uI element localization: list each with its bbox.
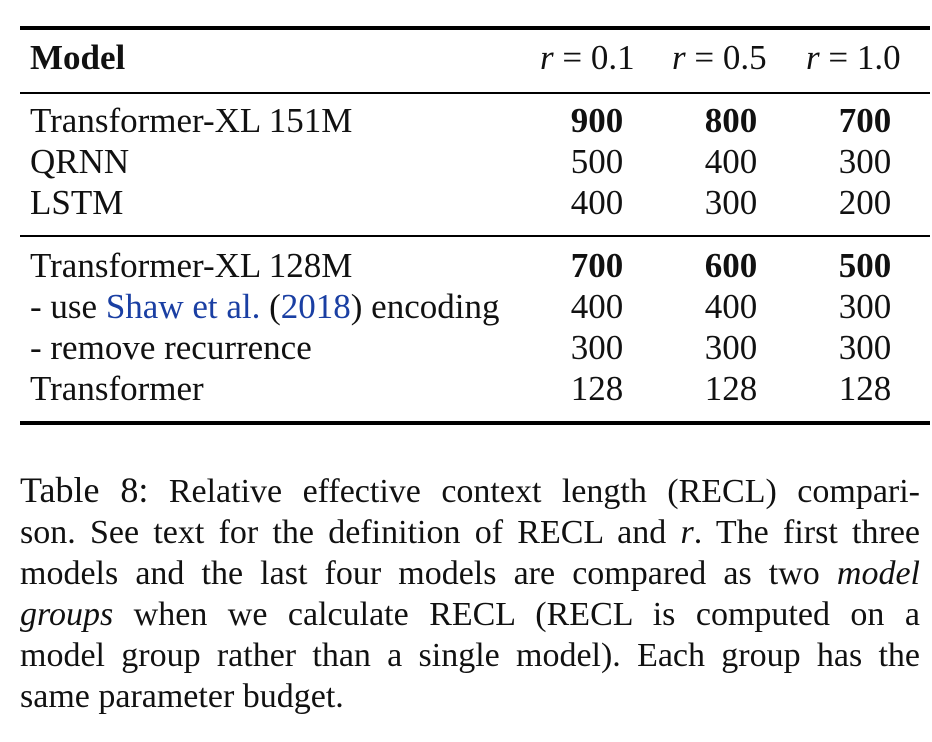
cell-value: 700	[570, 246, 624, 285]
caption-line: son. See text for the definition of RECL…	[20, 512, 920, 553]
model-paren: (	[260, 287, 281, 326]
cell-value: 128	[570, 369, 624, 408]
cell-value: 700	[838, 101, 892, 140]
table-caption: Table 8: Relative effective context leng…	[20, 470, 920, 717]
cell-value: 300	[570, 328, 624, 367]
row-model-name: Transformer	[30, 369, 204, 408]
cell-value: 300	[838, 142, 892, 181]
row-model-name: - remove recurrence	[30, 328, 312, 367]
caption-text: same parameter budget.	[20, 678, 344, 715]
cell-value: 300	[704, 328, 758, 367]
group-separator-rule	[20, 235, 930, 237]
cell-value: 128	[838, 369, 892, 408]
model-prefix: - use	[30, 287, 106, 326]
model-suffix: ) encoding	[350, 287, 500, 326]
caption-text: model group rather than a single model).…	[20, 637, 920, 674]
column-header-r-0.5: r = 0.5	[672, 38, 767, 78]
citation-link[interactable]: Shaw et al.	[105, 287, 261, 326]
caption-text: . The first three	[693, 514, 920, 551]
table-top-rule	[20, 26, 930, 30]
caption-text: son. See text for the definition of RECL…	[20, 514, 681, 551]
cell-value: 500	[838, 246, 892, 285]
cell-value: 200	[838, 183, 892, 222]
r-variable: r	[672, 38, 686, 77]
header-rule	[20, 92, 930, 94]
caption-line: model group rather than a single model).…	[20, 635, 920, 676]
column-header-r-0.1: r = 0.1	[540, 38, 635, 78]
caption-line: same parameter budget.	[20, 676, 920, 717]
caption-line: Table 8: Relative effective context leng…	[20, 470, 920, 512]
caption-text: when we calculate RECL (RECL is computed…	[113, 596, 920, 633]
cell-value: 400	[570, 183, 624, 222]
cell-value: 800	[704, 101, 758, 140]
row-model-name: LSTM	[30, 183, 124, 222]
caption-emphasis: model	[836, 555, 920, 592]
cell-value: 400	[704, 142, 758, 181]
column-header-model: Model	[30, 38, 126, 77]
row-model-name: Transformer-XL 151M	[30, 101, 353, 140]
row-model-name: QRNN	[30, 142, 130, 181]
cell-value: 900	[570, 101, 624, 140]
cell-value: 300	[704, 183, 758, 222]
cell-value: 400	[704, 287, 758, 326]
r-variable: r	[806, 38, 820, 77]
r-value: = 0.1	[562, 38, 635, 77]
row-model-name: Transformer-XL 128M	[30, 246, 353, 285]
caption-emphasis: groups	[20, 596, 114, 633]
r-variable: r	[540, 38, 554, 77]
cell-value: 300	[838, 328, 892, 367]
r-variable: r	[680, 514, 694, 551]
caption-text: Relative effective context length (RECL)…	[168, 473, 920, 510]
cell-value: 600	[704, 246, 758, 285]
column-header-r-1.0: r = 1.0	[806, 38, 901, 78]
r-value: = 1.0	[828, 38, 901, 77]
cell-value: 400	[570, 287, 624, 326]
cell-value: 128	[704, 369, 758, 408]
cell-value: 500	[570, 142, 624, 181]
cell-value: 300	[838, 287, 892, 326]
caption-line: models and the last four models are comp…	[20, 553, 920, 594]
table-bottom-rule	[20, 421, 930, 425]
row-model-name: - use Shaw et al. (2018) encoding	[30, 287, 499, 327]
caption-label: Table 8:	[20, 470, 149, 510]
caption-line: groups when we calculate RECL (RECL is c…	[20, 594, 920, 635]
r-value: = 0.5	[694, 38, 767, 77]
citation-year-link[interactable]: 2018	[280, 287, 351, 326]
caption-text: models and the last four models are comp…	[20, 555, 837, 592]
